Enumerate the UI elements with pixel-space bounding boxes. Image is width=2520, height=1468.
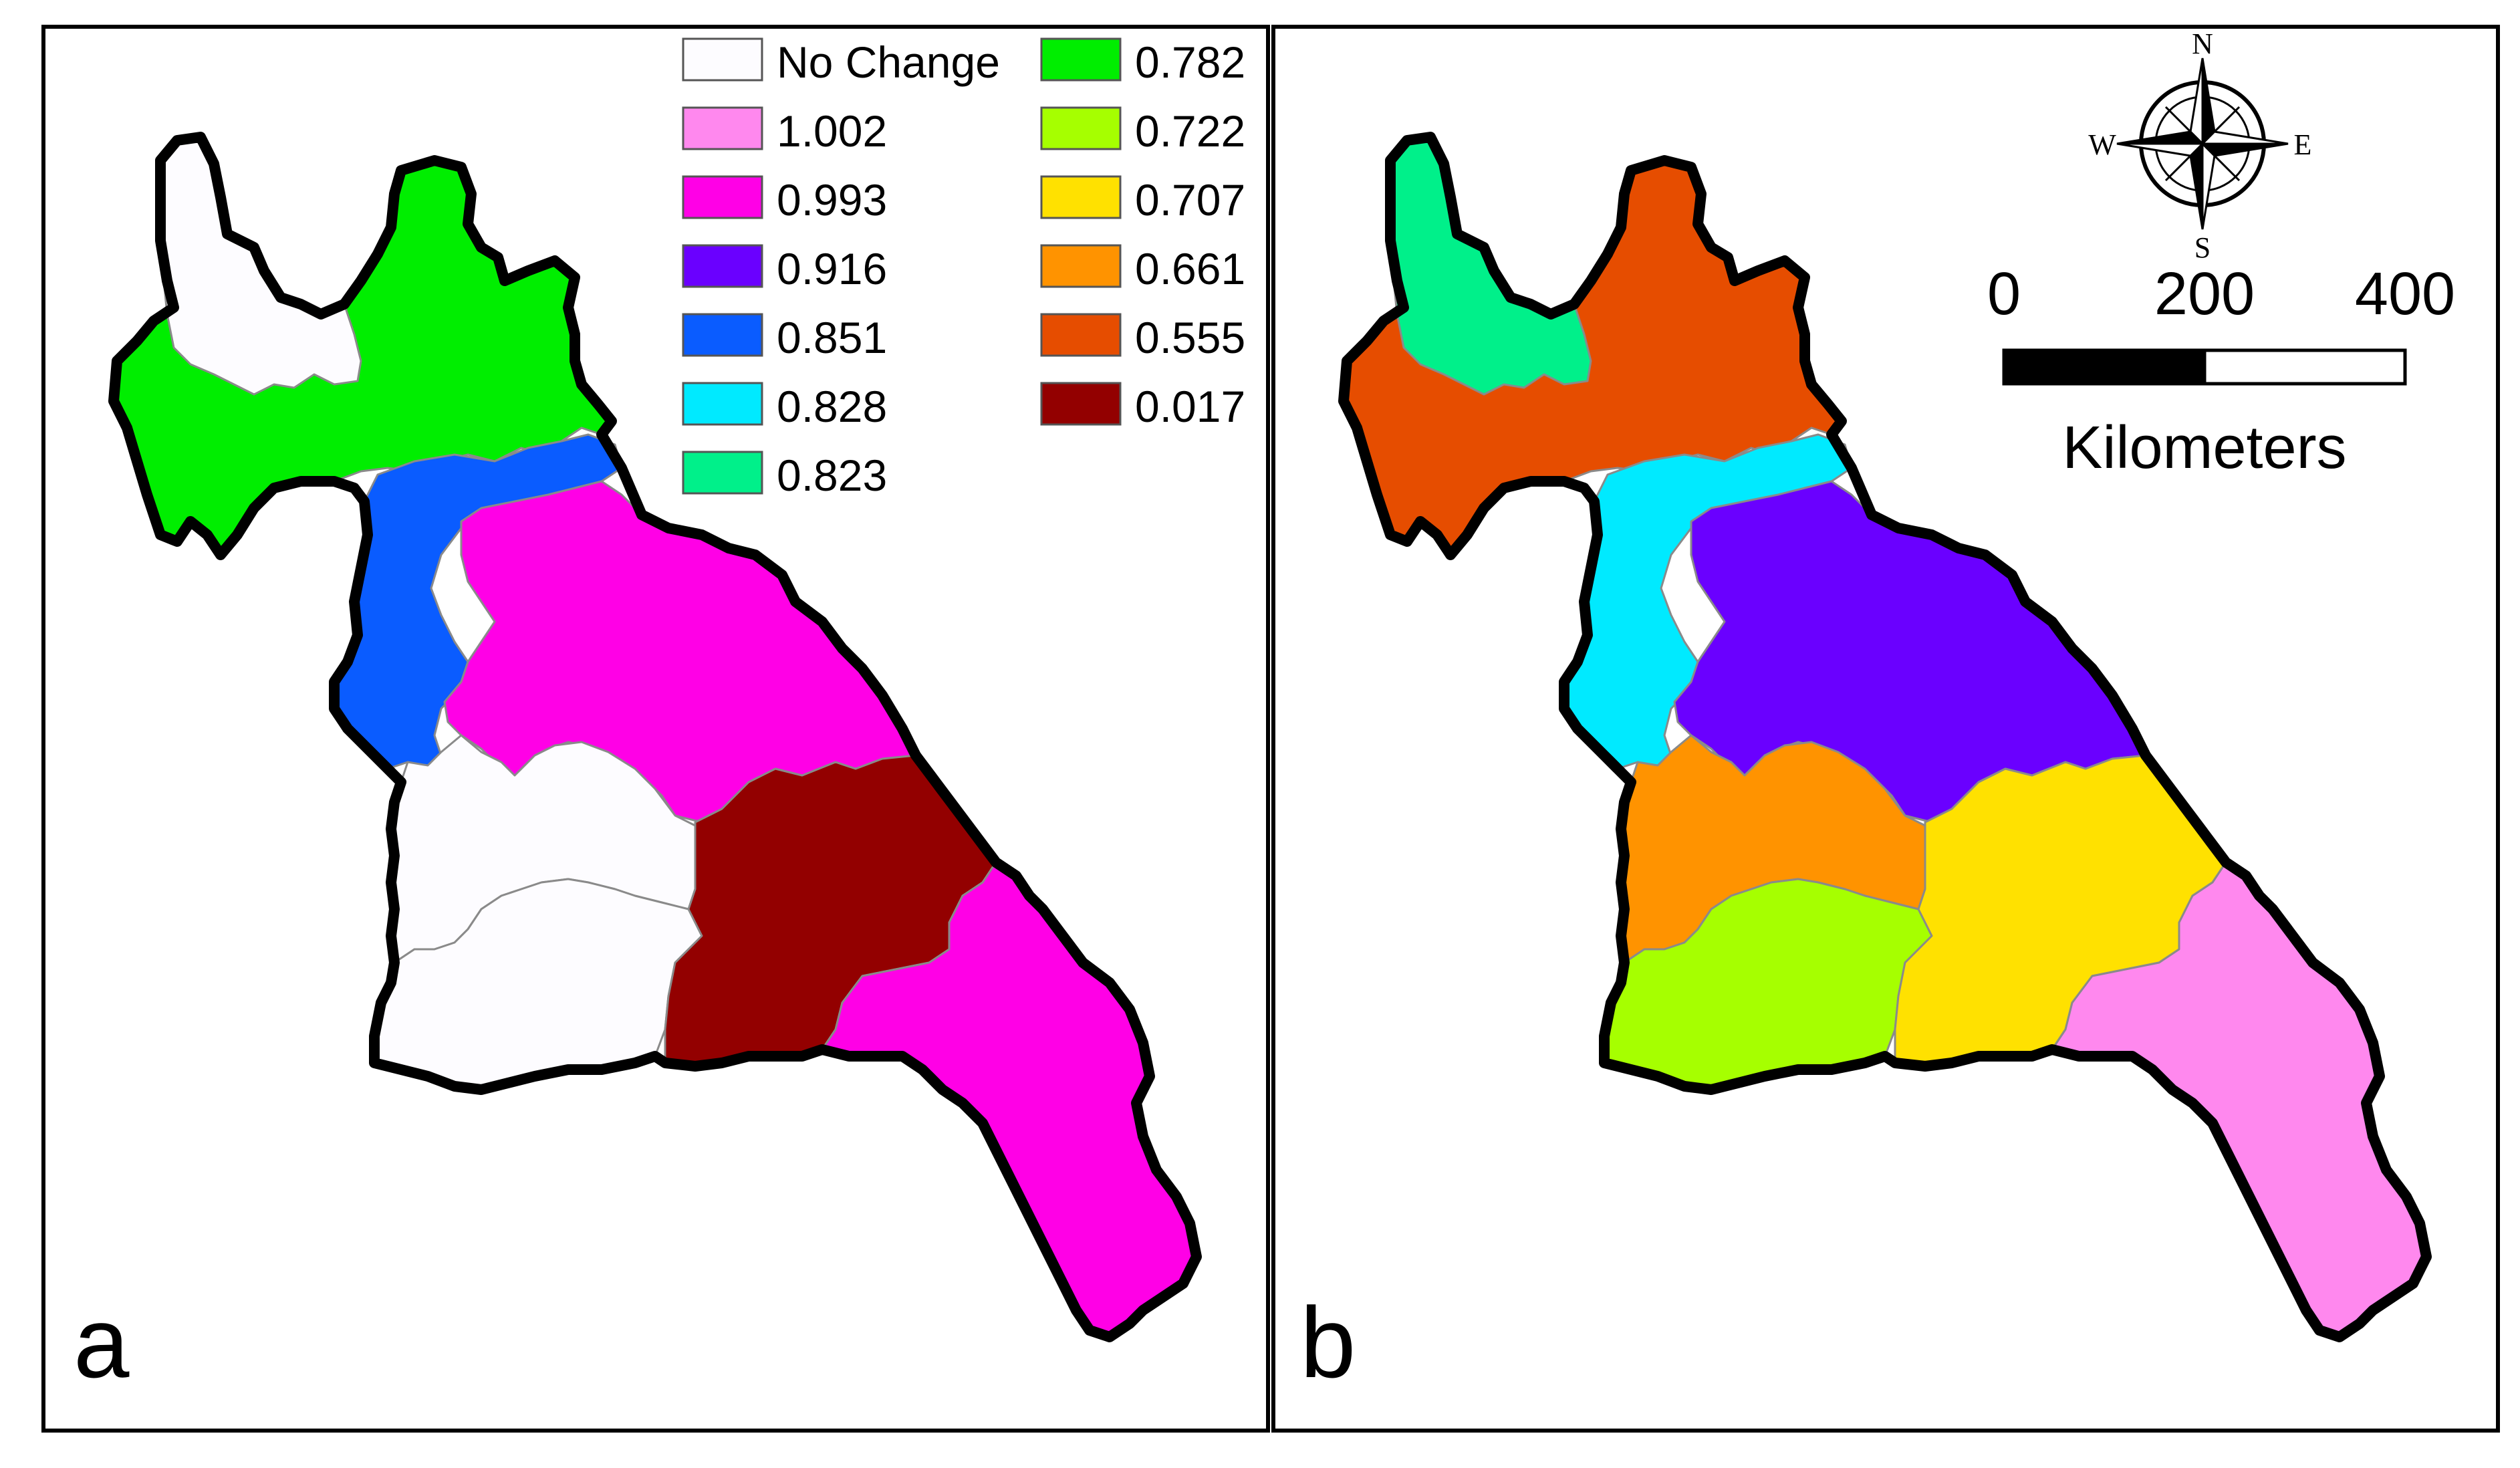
legend-label: 0.916 — [777, 244, 887, 293]
legend-label: 0.851 — [777, 313, 887, 362]
legend-swatch — [682, 175, 763, 219]
legend-label: No Change — [777, 37, 1000, 87]
legend-label: 0.823 — [777, 451, 887, 500]
panel-b-map — [1338, 132, 2432, 1342]
legend-swatch — [682, 37, 763, 82]
legend-label: 0.707 — [1135, 175, 1245, 225]
legend-item: 1.002 — [682, 106, 887, 156]
legend-label: 1.002 — [777, 106, 887, 156]
legend-item: 0.661 — [1040, 244, 1245, 293]
legend: No Change 1.002 0.993 0.916 0.851 0.828 0.823 0… — [682, 37, 1245, 500]
compass-north: N — [2192, 27, 2213, 60]
legend-label: 0.555 — [1135, 313, 1245, 362]
basin-outline-b — [1338, 132, 2432, 1342]
legend-label: 0.722 — [1135, 106, 1245, 156]
legend-item: No Change — [682, 37, 1000, 87]
legend-label: 0.782 — [1135, 37, 1245, 87]
legend-swatch — [682, 313, 763, 357]
panel-a-label: a — [74, 1286, 130, 1398]
scale-bar: 0 200 400 Kilometers — [1987, 261, 2455, 481]
compass-south: S — [2194, 231, 2211, 264]
scale-bar-white-segment — [2202, 348, 2407, 386]
panel-b-frame — [1271, 25, 2500, 1433]
scale-tick-0: 0 — [1987, 261, 2021, 328]
legend-swatch — [1040, 175, 1122, 219]
legend-swatch — [1040, 244, 1122, 288]
legend-item: 0.916 — [682, 244, 887, 293]
legend-swatch — [1040, 37, 1122, 82]
compass-west: W — [2088, 128, 2116, 161]
scale-bar-black-segment — [2002, 348, 2207, 386]
legend-label: 0.661 — [1135, 244, 1245, 293]
legend-item: 0.707 — [1040, 175, 1245, 225]
legend-item: 0.828 — [682, 382, 887, 431]
scale-tick-200: 200 — [2154, 261, 2255, 328]
legend-swatch — [682, 106, 763, 150]
legend-swatch — [1040, 313, 1122, 357]
legend-label: 0.828 — [777, 382, 887, 431]
panel-b-label: b — [1300, 1286, 1356, 1398]
panel-a-frame — [41, 25, 1270, 1433]
scale-tick-400: 400 — [2355, 261, 2455, 328]
legend-swatch — [682, 382, 763, 426]
legend-swatch — [1040, 106, 1122, 150]
legend-item: 0.555 — [1040, 313, 1245, 362]
legend-item: 0.017 — [1040, 382, 1245, 431]
legend-item: 0.823 — [682, 451, 887, 500]
legend-item: 0.722 — [1040, 106, 1245, 156]
legend-label: 0.017 — [1135, 382, 1245, 431]
legend-swatch — [682, 451, 763, 495]
legend-item: 0.993 — [682, 175, 887, 225]
legend-label: 0.993 — [777, 175, 887, 225]
legend-swatch — [682, 244, 763, 288]
legend-swatch — [1040, 382, 1122, 426]
compass-east: E — [2294, 128, 2312, 161]
legend-item: 0.851 — [682, 313, 887, 362]
scale-unit: Kilometers — [2062, 414, 2346, 481]
compass-rose: N S E W — [2088, 27, 2311, 264]
basin-outline-a — [108, 132, 1202, 1342]
legend-item: 0.782 — [1040, 37, 1245, 87]
panel-a-map — [108, 132, 1202, 1342]
